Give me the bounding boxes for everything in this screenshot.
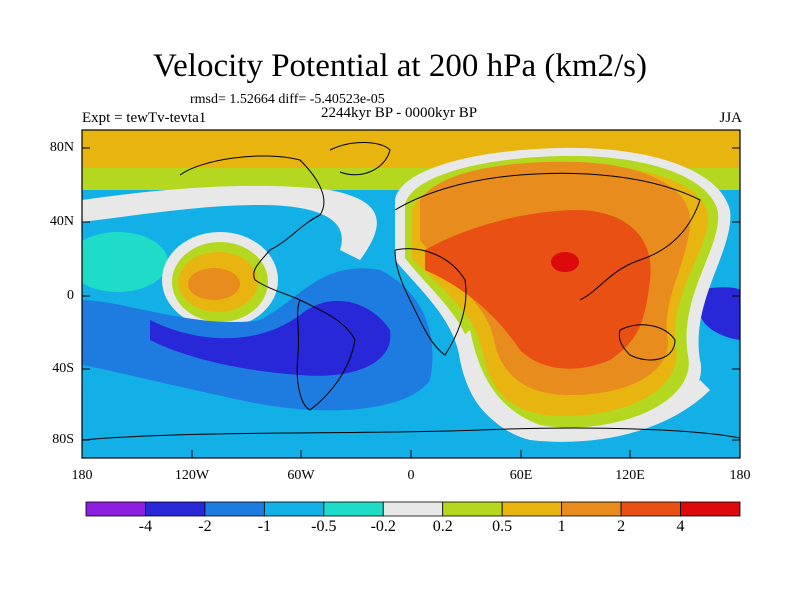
lat-tick-label: 40N [49,214,74,229]
field-pacific-patch [82,232,168,292]
colorbar-label: 2 [617,518,626,535]
colorbar-label: 1 [557,518,566,535]
colorbar-label: 0.2 [432,518,453,535]
colorbar-swatch [323,501,384,517]
chart-title: Velocity Potential at 200 hPa (km2/s) [152,48,648,84]
lon-tick-label: 120E [615,468,645,483]
colorbar-swatch [501,501,563,517]
colorbar-swatch [620,501,681,517]
coastline-australia [618,324,676,361]
contour-field [82,130,740,458]
lat-tick-label: 40S [52,361,74,376]
lon-tick-label: 60E [509,468,533,483]
colorbar-label: -4 [138,518,153,535]
field-positive-red-orange [425,210,651,369]
coastline-south-america [296,299,356,411]
colorbar-label: -0.2 [370,518,396,535]
colorbar-label: 4 [676,518,685,535]
colorbar-swatch [442,501,503,517]
colorbar [85,501,741,517]
lon-tick-label: 180 [729,468,751,483]
colorbar-swatch [204,501,265,517]
colorbar-label: -2 [198,518,212,535]
field-eastpacific-orange [188,268,240,300]
lon-tick-label: 60W [287,468,315,483]
colorbar-swatch [382,501,444,517]
lon-tick-label: 180 [71,468,93,483]
field-south-band [82,440,740,458]
colorbar-swatch [263,501,325,517]
lat-tick-label: 80S [52,432,74,447]
colorbar-swatch [85,501,146,517]
colorbar-swatch [561,501,622,517]
coastline-africa [394,248,467,356]
coastline-north-america [179,155,325,301]
stats-subtitle: rmsd= 1.52664 diff= -5.40523e-05 [190,92,385,107]
lon-tick-label: 120W [174,468,210,483]
coastline-antarctica [82,427,740,441]
field-east-negative [700,287,740,340]
coastline-greenland [329,142,391,176]
lat-tick-label: 80N [49,140,74,155]
field-maximum-core [551,252,579,272]
colorbar-swatch [680,501,741,517]
colorbar-label: -1 [257,518,272,535]
experiment-label: Expt = tewTv-tevta1 [82,110,207,126]
season-label: JJA [719,110,742,126]
colorbar-label: -0.5 [311,518,337,535]
coastline-eurasia [394,172,701,301]
field-strong-negative-region [150,300,391,376]
period-subtitle: 2244kyr BP - 0000kyr BP [321,105,478,121]
colorbar-swatch [145,501,206,517]
axis-ticks [81,147,741,458]
coastlines [82,142,740,441]
colorbar-label: 0.5 [492,518,513,535]
lat-tick-label: 0 [67,288,74,303]
field-neutral-band-north [82,185,377,260]
lon-tick-label: 0 [407,468,415,483]
